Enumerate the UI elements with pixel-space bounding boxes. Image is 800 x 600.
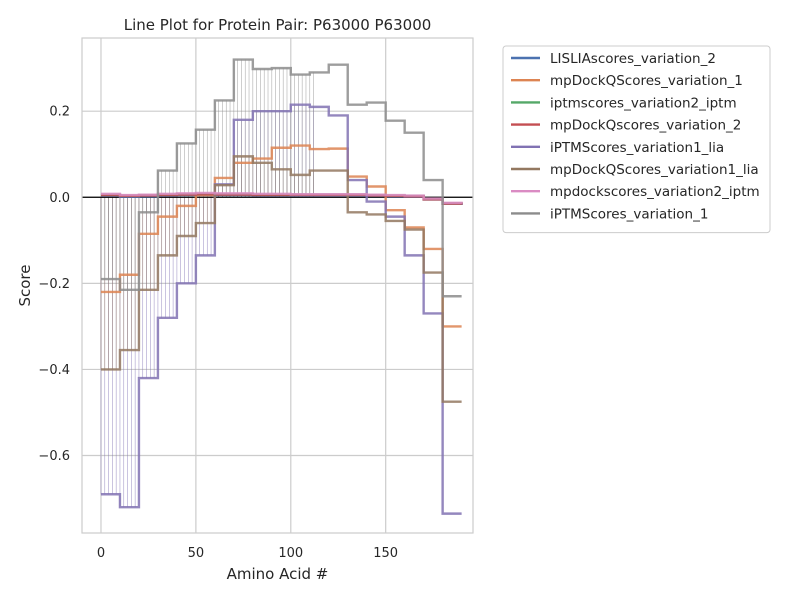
legend-label: mpdockscores_variation2_iptm	[550, 184, 760, 200]
series-lines	[100, 58, 463, 515]
y-axis-label: Score	[16, 264, 34, 306]
x-tick-label: 150	[373, 546, 398, 561]
x-tick-label: 0	[97, 546, 105, 561]
legend: LISLIAscores_variation_2 mpDockQScores_va…	[502, 45, 771, 234]
y-tick-label: −0.6	[38, 449, 70, 464]
y-tick-label: −0.4	[38, 363, 70, 378]
series-line-6	[100, 155, 462, 403]
y-tick-label: 0.2	[49, 105, 70, 120]
series-line-5	[100, 103, 462, 515]
legend-box	[502, 45, 771, 234]
series-line-7	[100, 191, 463, 205]
legend-label: mpDockQscores_variation_2	[550, 118, 741, 134]
tick-labels: 0 50 100 150 −0.6 −0.4 −0.2 0.0 0.2	[38, 105, 398, 561]
legend-items: LISLIAscores_variation_2 mpDockQScores_va…	[511, 51, 760, 222]
legend-label: mpDockQScores_variation_1	[550, 73, 743, 89]
x-tick-label: 50	[188, 546, 205, 561]
chart-title: Line Plot for Protein Pair: P63000 P6300…	[124, 16, 432, 34]
legend-label: iPTMScores_variation_1	[550, 206, 708, 222]
legend-label: mpDockQScores_variation1_lia	[550, 162, 759, 178]
y-tick-label: 0.0	[49, 191, 70, 206]
x-axis-label: Amino Acid #	[227, 565, 329, 583]
plot-frame	[81, 37, 474, 534]
legend-label: LISLIAscores_variation_2	[550, 51, 716, 67]
legend-label: iptmscores_variation2_iptm	[550, 95, 737, 111]
series-line-2	[100, 144, 462, 328]
x-tick-label: 100	[278, 546, 303, 561]
series-line-8	[100, 58, 462, 298]
legend-label: iPTMScores_variation1_lia	[550, 140, 724, 156]
y-tick-label: −0.2	[38, 277, 70, 292]
